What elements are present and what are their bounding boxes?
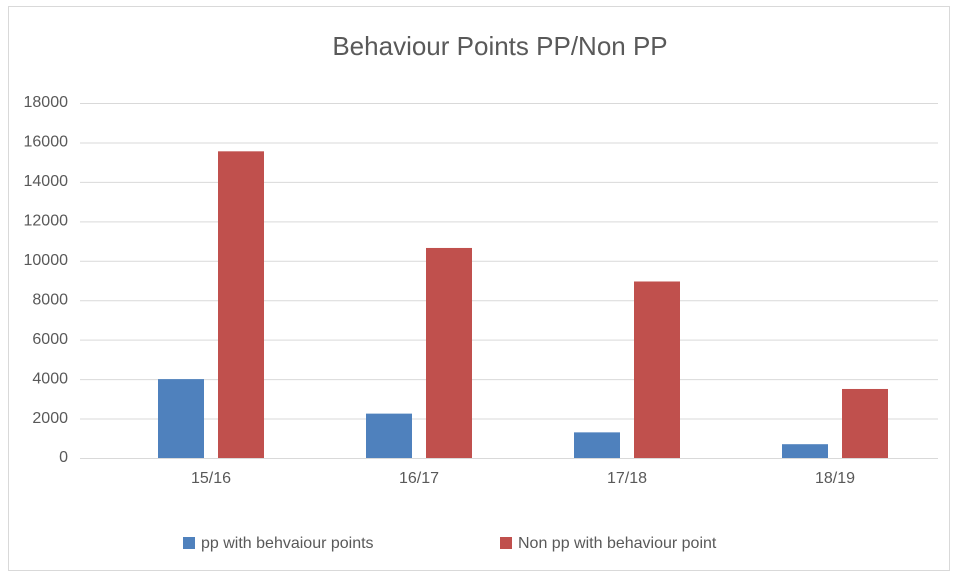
legend-swatch	[183, 537, 195, 549]
y-tick-label: 10000	[24, 252, 69, 269]
bar	[782, 444, 828, 458]
x-tick-label: 17/18	[607, 470, 647, 487]
chart-title: Behaviour Points PP/Non PP	[332, 31, 667, 61]
bar	[842, 388, 888, 458]
x-tick-label: 16/17	[399, 470, 439, 487]
legend-swatch	[500, 537, 512, 549]
y-tick-label: 0	[59, 449, 68, 466]
y-tick-label: 4000	[32, 370, 68, 387]
y-tick-label: 12000	[24, 213, 69, 230]
y-tick-label: 2000	[32, 410, 68, 427]
legend-label: pp with behvaiour points	[201, 535, 374, 552]
x-tick-label: 15/16	[191, 470, 231, 487]
bar	[426, 247, 472, 458]
y-tick-label: 6000	[32, 331, 68, 348]
bar	[574, 432, 620, 458]
bar	[366, 413, 412, 458]
y-tick-label: 14000	[24, 173, 69, 190]
bar	[634, 281, 680, 458]
legend-label: Non pp with behaviour point	[518, 535, 717, 552]
y-tick-label: 16000	[24, 134, 69, 151]
bar	[218, 151, 264, 458]
y-tick-label: 18000	[24, 94, 69, 111]
chart-border	[8, 6, 950, 571]
y-tick-label: 8000	[32, 291, 68, 308]
bar	[158, 379, 204, 458]
x-tick-label: 18/19	[815, 470, 855, 487]
